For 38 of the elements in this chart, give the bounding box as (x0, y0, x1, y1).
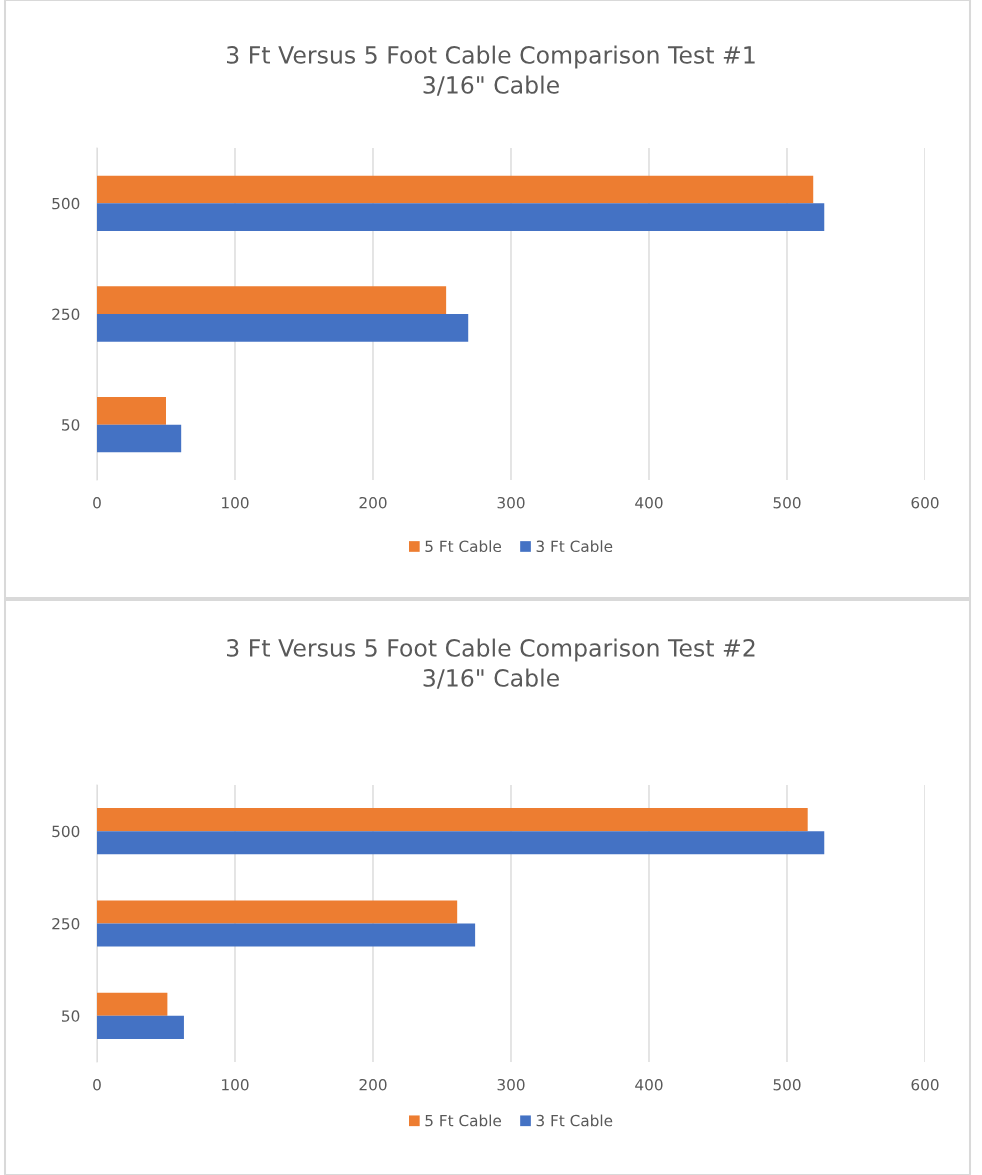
x-tick-label: 0 (93, 1078, 101, 1091)
bar (97, 203, 825, 231)
bar (97, 1015, 184, 1039)
legend-label: 3 Ft Cable (536, 540, 613, 553)
y-tick-label: 250 (52, 308, 80, 321)
bar (97, 808, 808, 832)
y-tick-label: 50 (62, 419, 80, 431)
y-tick-label: 50 (62, 1010, 80, 1022)
chart-title: 3 Ft Versus 5 Foot Cable Comparison Test #1 3/16" Cable (227, 45, 755, 96)
legend-label: 5 Ft Cable (425, 540, 502, 553)
bar (97, 992, 168, 1016)
bar (97, 314, 469, 342)
x-tick-label: 500 (773, 1078, 801, 1091)
x-tick-label: 600 (911, 1078, 939, 1091)
bar (97, 923, 476, 947)
bar (97, 397, 166, 425)
bar (97, 175, 814, 204)
legend-label: 3 Ft Cable (536, 1114, 613, 1127)
bar (97, 900, 458, 924)
x-tick-label: 200 (359, 496, 387, 509)
y-tick-label: 500 (52, 825, 80, 838)
x-tick-label: 300 (497, 1078, 525, 1091)
y-tick-label: 500 (52, 197, 80, 210)
legend-label: 5 Ft Cable (425, 1114, 502, 1127)
x-tick-label: 500 (773, 496, 801, 509)
x-tick-label: 300 (497, 496, 525, 509)
x-tick-label: 0 (93, 496, 101, 509)
bar (97, 424, 182, 453)
x-tick-label: 100 (222, 1078, 249, 1091)
x-tick-label: 100 (222, 496, 249, 509)
x-tick-label: 400 (635, 1078, 663, 1091)
bar (97, 286, 447, 314)
x-tick-label: 600 (911, 496, 939, 509)
x-tick-label: 200 (359, 1078, 387, 1091)
y-tick-label: 250 (52, 917, 80, 930)
chart-title: 3 Ft Versus 5 Foot Cable Comparison Test #2 3/16" Cable (227, 638, 755, 689)
x-tick-label: 400 (635, 496, 663, 509)
bar (97, 831, 825, 855)
